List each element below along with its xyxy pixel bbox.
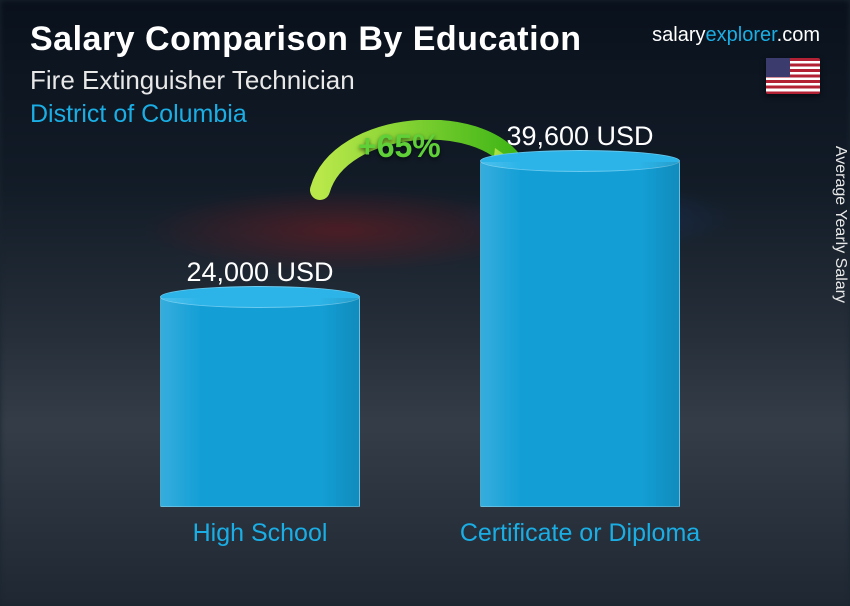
job-subtitle: Fire Extinguisher Technician	[30, 65, 820, 96]
brand-prefix: salary	[652, 24, 705, 46]
bar-chart: 24,000 USD High School 39,600 USD Certif…	[0, 150, 780, 588]
bar-value: 24,000 USD	[186, 257, 333, 288]
us-flag-icon	[766, 58, 820, 94]
bar-front	[160, 298, 360, 507]
bar-cylinder	[480, 162, 680, 507]
brand-mid: explorer	[706, 24, 777, 46]
infographic-container: Salary Comparison By Education Fire Exti…	[0, 0, 850, 606]
header: Salary Comparison By Education Fire Exti…	[30, 20, 820, 129]
bar-label: High School	[193, 519, 328, 548]
brand-suffix: .com	[777, 24, 820, 46]
location-label: District of Columbia	[30, 100, 820, 129]
bar-item: 24,000 USD High School	[140, 257, 380, 548]
brand-logo: salaryexplorer.com	[652, 24, 820, 47]
bar-cylinder	[160, 298, 360, 507]
bar-item: 39,600 USD Certificate or Diploma	[460, 121, 700, 548]
bar-front	[480, 162, 680, 507]
bars-row: 24,000 USD High School 39,600 USD Certif…	[100, 150, 740, 548]
bar-value: 39,600 USD	[506, 121, 653, 152]
y-axis-label: Average Yearly Salary	[831, 146, 849, 303]
bar-label: Certificate or Diploma	[460, 519, 700, 548]
